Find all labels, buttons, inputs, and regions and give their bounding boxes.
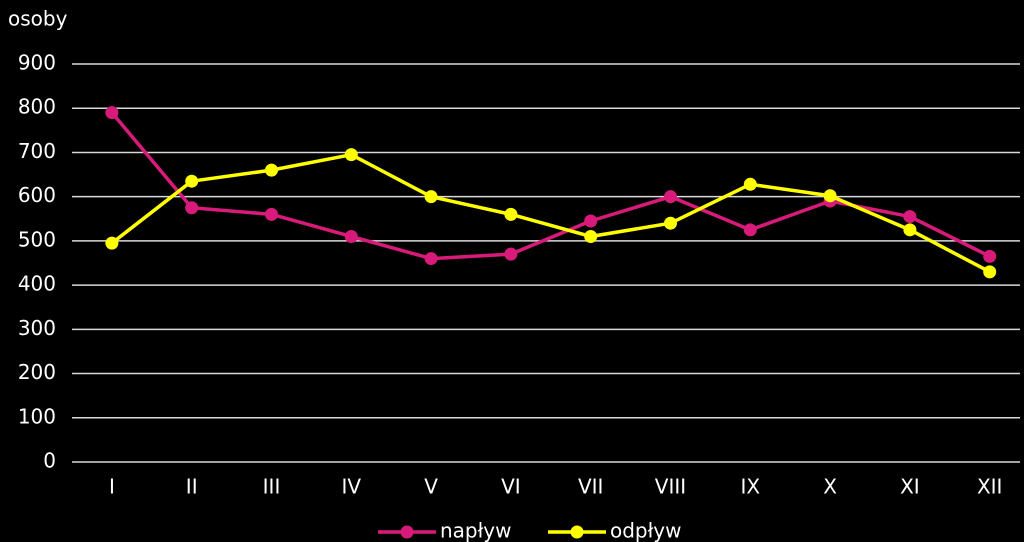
x-tick-label: X bbox=[823, 475, 837, 499]
legend-marker bbox=[570, 525, 584, 539]
data-point bbox=[105, 106, 119, 120]
data-point bbox=[504, 247, 518, 261]
data-point bbox=[265, 207, 278, 221]
series-line bbox=[110, 152, 991, 274]
data-point bbox=[664, 216, 677, 230]
legend-marker bbox=[400, 525, 414, 539]
x-tick-label: V bbox=[424, 475, 438, 499]
data-point bbox=[903, 210, 917, 224]
x-tick-label: IX bbox=[740, 475, 760, 499]
data-point bbox=[584, 229, 598, 243]
data-point bbox=[584, 214, 598, 228]
data-point bbox=[185, 174, 199, 188]
data-point bbox=[823, 189, 837, 203]
data-point bbox=[504, 207, 518, 221]
x-tick-label: I bbox=[109, 475, 115, 499]
y-tick-label: 300 bbox=[18, 316, 56, 340]
y-axis-label: osoby bbox=[8, 7, 68, 31]
legend-label: odpływ bbox=[610, 519, 682, 542]
data-point bbox=[105, 236, 119, 250]
data-point bbox=[344, 148, 358, 162]
data-point bbox=[265, 163, 278, 177]
series-line bbox=[110, 111, 991, 261]
data-point bbox=[424, 252, 438, 266]
x-tick-label: II bbox=[186, 475, 198, 499]
y-tick-label: 600 bbox=[18, 183, 56, 207]
y-tick-label: 500 bbox=[18, 227, 56, 251]
x-tick-label: VII bbox=[578, 475, 603, 499]
data-point bbox=[743, 223, 757, 237]
y-tick-label: 200 bbox=[18, 360, 56, 384]
x-tick-label: VIII bbox=[655, 475, 686, 499]
data-point bbox=[185, 201, 199, 215]
x-tick-label: XII bbox=[977, 475, 1003, 499]
data-point bbox=[743, 177, 757, 191]
y-tick-label: 400 bbox=[18, 272, 56, 296]
x-tick-label: III bbox=[263, 475, 281, 499]
x-tick-label: IV bbox=[342, 475, 362, 499]
data-point bbox=[344, 229, 358, 243]
data-point bbox=[424, 190, 438, 204]
y-tick-label: 900 bbox=[18, 51, 56, 75]
x-tick-label: XI bbox=[900, 475, 920, 499]
legend-label: napływ bbox=[440, 519, 512, 542]
y-tick-label: 800 bbox=[18, 95, 56, 119]
data-point bbox=[983, 249, 997, 263]
x-tick-label: VI bbox=[501, 475, 521, 499]
data-point bbox=[903, 223, 917, 237]
y-tick-label: 0 bbox=[43, 449, 56, 473]
data-point bbox=[983, 265, 997, 279]
y-tick-label: 100 bbox=[18, 404, 56, 428]
y-tick-label: 700 bbox=[18, 139, 56, 163]
data-point bbox=[664, 190, 677, 204]
